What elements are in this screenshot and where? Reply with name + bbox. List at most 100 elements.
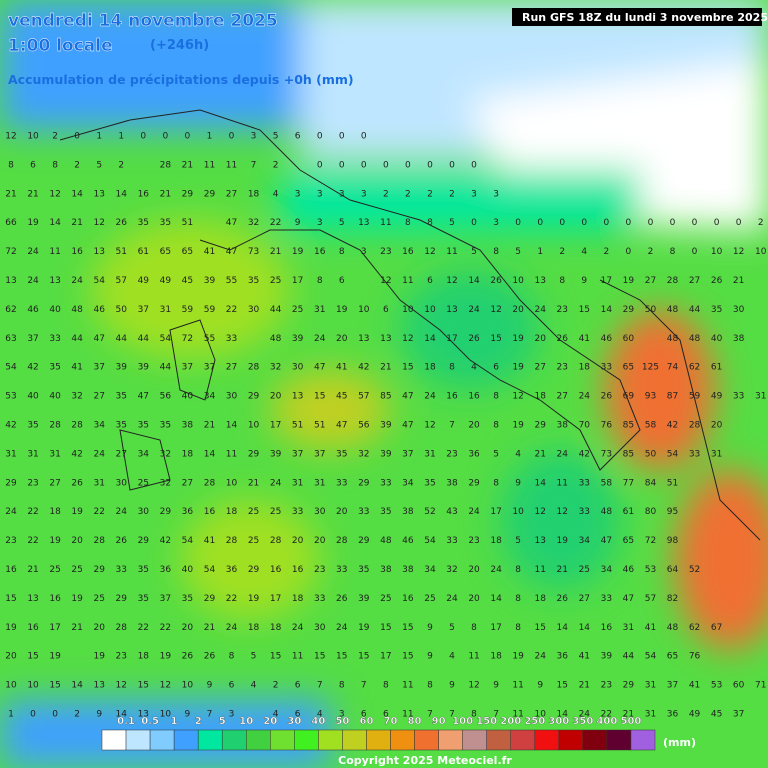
grid-value: 5 [449,623,455,633]
grid-value: 14 [116,710,128,720]
grid-value: 4 [449,652,455,662]
grid-value: 10 [226,478,238,488]
grid-value: 19 [248,594,260,604]
grid-value: 52 [424,507,435,517]
grid-value: 15 [402,623,413,633]
grid-value: 35 [116,392,127,402]
grid-value: 0 [471,160,477,170]
grid-value: 20 [314,536,326,546]
grid-value: 42 [667,421,678,431]
grid-value: 21 [182,160,193,170]
grid-value: 25 [270,507,281,517]
grid-value: 7 [361,681,367,691]
grid-value: 4 [273,189,279,199]
grid-value: 17 [49,623,60,633]
grid-value: 38 [446,478,458,488]
grid-value: 0 [361,132,367,142]
grid-value: 10 [512,276,524,286]
grid-value: 2 [273,160,279,170]
grid-value: 0 [317,160,323,170]
legend-swatch [294,729,319,751]
grid-value: 33 [380,478,391,488]
grid-value: 24 [270,478,282,488]
grid-value: 9 [207,681,213,691]
grid-value: 46 [93,305,105,315]
grid-value: 6 [493,363,499,373]
grid-value: 11 [534,565,545,575]
grid-value: 53 [711,681,722,691]
grid-value: 70 [579,421,591,431]
grid-value: 11 [402,710,413,720]
grid-value: 50 [116,305,128,315]
grid-value: 16 [601,623,613,633]
grid-value: 0 [229,132,235,142]
product: Accumulation de précipitations depuis +0… [8,72,354,87]
grid-value: 26 [601,392,613,402]
grid-value: 11 [204,160,215,170]
legend-label: 5 [219,716,226,727]
legend-swatch [270,729,295,751]
grid-value: 15 [49,681,60,691]
grid-value: 33 [292,507,303,517]
legend-swatch [630,729,656,751]
grid-value: 36 [667,710,679,720]
grid-value: 40 [27,392,39,402]
grid-value: 35 [138,421,149,431]
grid-value: 33 [579,507,590,517]
grid-value: 6 [295,132,301,142]
grid-value: 32 [358,449,369,459]
legend-label: 50 [335,716,349,727]
legend-label: 40 [311,716,325,727]
date: vendredi 14 novembre 2025 [8,11,278,31]
grid-value: 53 [645,565,656,575]
grid-value: 74 [667,363,679,373]
grid-value: 35 [424,478,435,488]
grid-value: 47 [138,392,149,402]
grid-value: 23 [557,363,568,373]
grid-value: 12 [402,334,413,344]
grid-value: 0 [559,218,565,228]
grid-value: 20 [71,536,83,546]
grid-value: 6 [229,681,235,691]
grid-value: 5 [493,449,499,459]
grid-value: 8 [471,623,477,633]
grid-value: 34 [204,392,216,402]
grid-value: 7 [493,710,499,720]
grid-value: 26 [711,276,723,286]
grid-value: 5 [471,247,477,257]
grid-value: 32 [160,478,171,488]
legend-label: 2 [195,716,202,727]
grid-value: 49 [160,276,172,286]
grid-value: 0 [670,218,676,228]
grid-value: 2 [559,247,565,257]
grid-value: 14 [71,189,83,199]
grid-value: 0 [383,160,389,170]
grid-value: 54 [667,449,679,459]
grid-value: 14 [557,710,569,720]
grid-value: 48 [667,334,679,344]
grid-value: 72 [182,334,193,344]
legend-label: 90 [432,716,446,727]
copyright: Copyright 2025 Meteociel.fr [338,754,512,767]
grid-value: 29 [5,478,17,488]
grid-value: 9 [427,652,433,662]
grid-value: 13 [446,305,457,315]
grid-value: 19 [27,218,39,228]
grid-value: 44 [138,334,150,344]
grid-value: 30 [138,507,150,517]
grid-value: 16 [5,565,17,575]
grid-value: 2 [758,218,764,228]
grid-value: 14 [116,189,128,199]
grid-value: 28 [270,536,282,546]
grid-value: 10 [182,681,194,691]
grid-value: 29 [160,507,172,517]
legend-swatch [149,729,175,751]
grid-value: 20 [711,421,723,431]
grid-value: 2 [52,132,58,142]
grid-value: 33 [116,565,127,575]
grid-value: 12 [160,681,171,691]
grid-value: 19 [512,421,524,431]
legend-swatch [101,729,127,751]
grid-value: 14 [204,449,216,459]
grid-value: 3 [339,189,345,199]
